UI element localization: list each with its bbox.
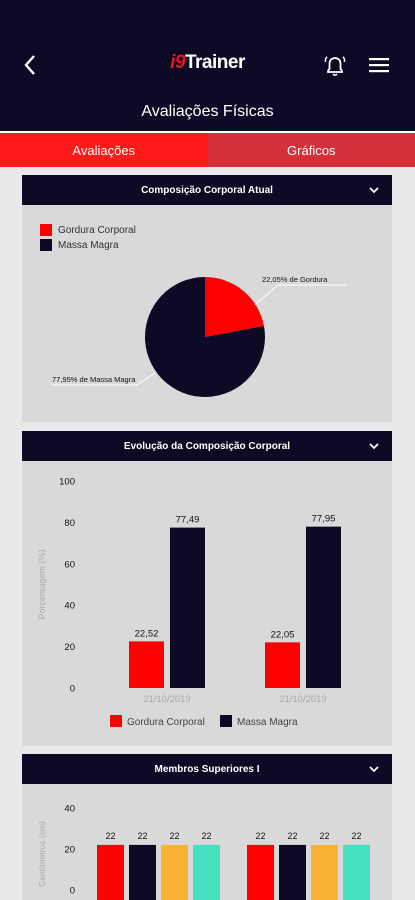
bar-data-label: 22 [351,831,361,841]
chevron-down-icon[interactable] [368,184,380,196]
logo-prefix: i9 [170,52,185,73]
bar-data-label: 22 [201,831,211,841]
bar-data-label: 77,95 [312,514,336,525]
bar [343,844,370,900]
y-tick-label: 20 [64,642,75,653]
tab-bar: Avaliações Gráficos [0,131,415,167]
legend-label: Gordura Corporal [127,717,205,728]
evolution-bar-chart: 0 20 40 60 80 100 Porcentagem (%) 22,52 77,49 21/… [37,477,341,728]
y-tick-label: 0 [70,684,75,695]
pie-chart: 22,05% de Gordura 77,95% de Massa Magra [52,275,347,397]
bar-data-label: 22 [169,831,179,841]
back-arrow-icon[interactable] [18,52,44,78]
bar [265,642,300,688]
bar [97,844,124,900]
bar [193,844,220,900]
legend-swatch [110,715,122,727]
callout-line [254,284,347,306]
bar [129,641,164,688]
y-tick-label: 80 [64,518,75,529]
callout-line [52,372,156,386]
page-title: Avaliações Físicas [141,103,274,120]
evolution-card-title: Evolução da Composição Corporal [123,440,291,452]
bar [247,844,274,900]
legend-label: Massa Magra [237,717,298,728]
bar-data-label: 22 [255,831,265,841]
bar-data-label: 22 [105,831,115,841]
upper-limbs-card-title: Membros Superiores I [154,763,260,775]
pie-slice [145,277,265,397]
bar-data-label: 22 [287,831,297,841]
chevron-down-icon[interactable] [368,763,380,775]
legend-swatch-red [40,224,52,236]
legend-item-massa: Massa Magra [40,239,136,251]
bar [129,844,156,900]
evolution-card: Evolução da Composição Corporal 0 20 40 60 8… [22,431,392,746]
bar-data-label: 22,52 [135,628,159,639]
composition-card-header[interactable]: Composição Corporal Atual [22,175,392,205]
legend-label: Massa Magra [58,239,119,251]
upper-limbs-bar-chart: 0 20 40 Centímetros (cm) 22 22 22 22 22 22 22 22 [37,804,370,900]
pie-legend: Gordura Corporal Massa Magra [40,224,136,251]
bar-data-label: 22 [319,831,329,841]
bar-data-label: 22 [137,831,147,841]
bar [279,844,306,900]
bar [311,844,338,900]
y-axis-title: Centímetros (cm) [37,821,47,887]
bar [170,527,205,688]
pie-data-label: 77,95% de Massa Magra [52,375,136,384]
y-tick-label: 60 [64,559,75,570]
bar-data-label: 22,05 [271,629,295,640]
legend-swatch-dark [40,239,52,251]
chevron-down-icon[interactable] [368,440,380,452]
bar-data-label: 77,49 [176,515,200,526]
pie-slice [205,277,264,337]
upper-limbs-card: Membros Superiores I 0 20 40 Centímetros (c… [22,754,392,900]
logo-text: Trainer [184,52,245,73]
y-tick-label: 0 [70,886,75,897]
legend-label: Gordura Corporal [58,224,136,236]
y-tick-label: 40 [64,601,75,612]
y-tick-label: 40 [64,804,75,815]
upper-limbs-card-header[interactable]: Membros Superiores I [22,754,392,784]
x-tick-label: 21/10/2019 [143,694,191,705]
x-tick-label: 21/10/2019 [279,694,327,705]
app-header: i9Trainer Avaliações Físicas [0,0,415,131]
legend-item-gordura: Gordura Corporal [40,224,136,236]
app-logo: i9Trainer [0,52,415,74]
tab-graficos[interactable]: Gráficos [207,133,415,167]
bar [161,844,188,900]
hamburger-menu-icon[interactable] [368,55,390,75]
y-axis-title: Porcentagem (%) [37,549,47,619]
legend-swatch [220,715,232,727]
composition-card-title: Composição Corporal Atual [141,184,273,196]
bell-icon[interactable] [322,53,348,79]
evolution-card-header[interactable]: Evolução da Composição Corporal [22,431,392,461]
pie-data-label: 22,05% de Gordura [262,275,328,284]
y-tick-label: 20 [64,845,75,856]
bar [306,526,341,688]
tab-avaliacoes[interactable]: Avaliações [0,133,208,167]
composition-card: Composição Corporal Atual Gordura Corpor… [22,175,392,422]
y-tick-label: 100 [59,477,75,488]
